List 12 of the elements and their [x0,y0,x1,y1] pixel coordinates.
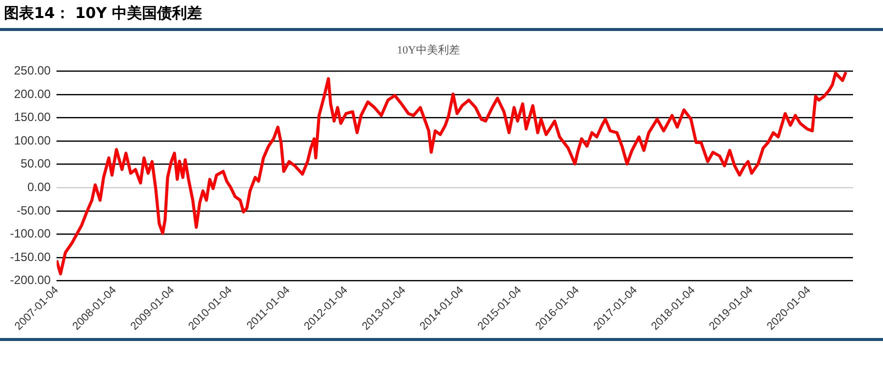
chart-subtitle: 10Y中美利差 [397,43,460,56]
y-tick-label: 0.00 [27,180,52,194]
y-tick-label: 50.00 [20,156,52,171]
y-tick-label: -50.00 [16,203,52,218]
y-tick-label: 250.00 [14,64,52,78]
y-tick-label: 200.00 [14,86,52,101]
y-tick-label: -100.00 [10,226,52,241]
y-tick-label: -200.00 [10,273,52,288]
chart-title: 图表14： 10Y 中美国债利差 [4,4,202,23]
y-tick-label: 150.00 [14,110,52,124]
y-tick-label: -150.00 [10,250,52,264]
y-tick-label: 100.00 [14,133,52,148]
